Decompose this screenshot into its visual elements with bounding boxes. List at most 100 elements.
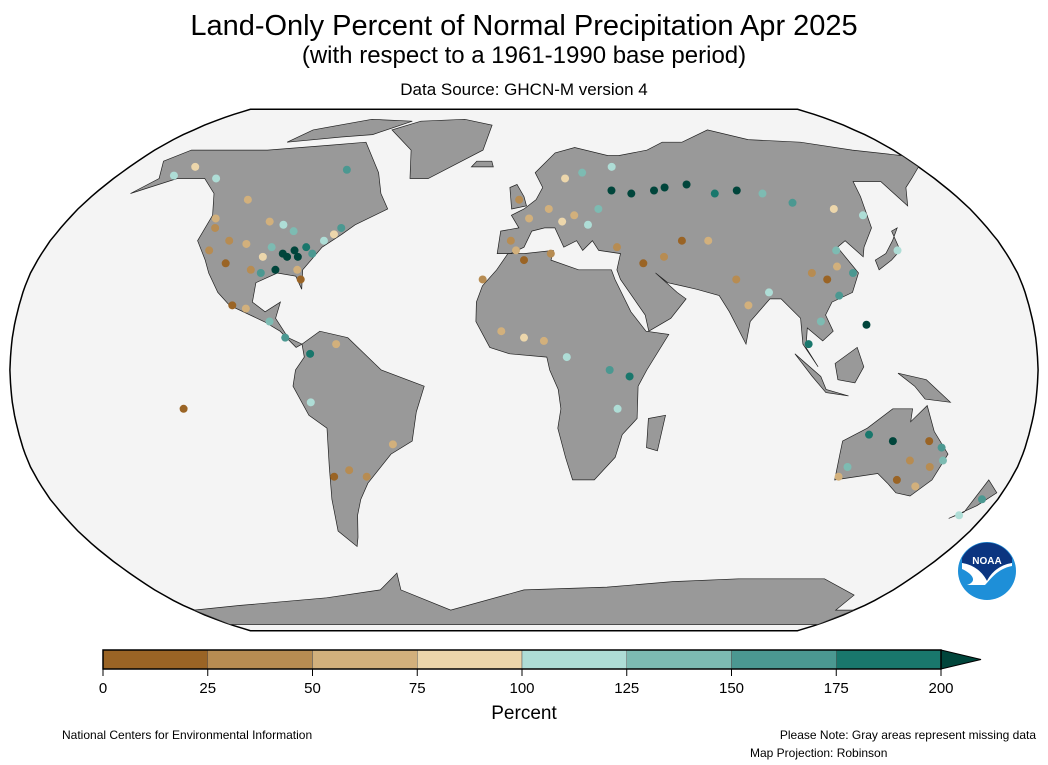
station-point — [625, 372, 634, 381]
station-point — [302, 243, 311, 252]
colorbar-title: Percent — [491, 703, 557, 724]
station-point — [905, 456, 914, 465]
station-point — [892, 475, 901, 484]
station-point — [289, 227, 298, 236]
station-point — [682, 180, 691, 189]
station-point — [732, 186, 741, 195]
station-point — [281, 333, 290, 342]
station-point — [607, 162, 616, 171]
station-point — [732, 275, 741, 284]
colorbar-tick-label: 0 — [98, 680, 108, 697]
station-point — [546, 249, 555, 258]
colorbar-bin — [836, 649, 942, 670]
station-point — [804, 340, 813, 349]
station-point — [639, 259, 648, 268]
colorbar-bin — [731, 649, 837, 670]
station-point — [848, 269, 857, 278]
colorbar-bin — [102, 649, 208, 670]
noaa-logo: NOAA — [958, 542, 1016, 600]
footer-note: Please Note: Gray areas represent missin… — [779, 728, 1036, 742]
noaa-logo-text: NOAA — [972, 556, 1001, 567]
station-point — [515, 195, 524, 204]
station-point — [225, 236, 234, 245]
map-title: Land-Only Percent of Normal Precipitatio… — [190, 10, 858, 42]
station-point — [243, 195, 252, 204]
map-outline — [9, 108, 1039, 632]
station-point — [612, 243, 621, 252]
station-point — [832, 246, 841, 255]
station-point — [242, 239, 251, 248]
station-point — [265, 217, 274, 226]
colorbar-tick-label: 50 — [304, 680, 321, 697]
station-point — [511, 246, 520, 255]
station-point — [520, 333, 528, 342]
station-point — [362, 472, 371, 481]
station-point — [570, 211, 579, 220]
station-point — [211, 214, 220, 223]
landmass-sumatra-java — [794, 353, 849, 397]
station-point — [221, 259, 230, 268]
station-point — [650, 186, 659, 195]
station-point — [583, 220, 592, 229]
station-point — [834, 472, 843, 481]
station-point — [306, 349, 315, 358]
station-point — [607, 186, 616, 195]
station-point — [823, 275, 832, 284]
station-point — [955, 511, 964, 520]
station-point — [544, 204, 553, 213]
station-point — [319, 236, 328, 245]
station-point — [520, 256, 528, 265]
station-point — [497, 327, 506, 336]
station-point — [290, 246, 299, 255]
colorbar-extend-arrow — [940, 649, 982, 670]
colorbar-bin — [626, 649, 732, 670]
station-point — [911, 482, 920, 491]
station-point — [977, 495, 986, 504]
land-layer — [130, 118, 998, 625]
station-point — [862, 320, 871, 329]
station-layer — [169, 162, 986, 520]
colorbar-tick-label: 125 — [614, 680, 640, 697]
station-point — [858, 211, 867, 220]
station-point — [843, 462, 852, 471]
colorbar — [102, 649, 982, 676]
landmass-madagascar — [646, 414, 666, 452]
landmass-greenland — [391, 118, 493, 179]
station-point — [332, 340, 341, 349]
landmass-north-america — [130, 141, 389, 348]
station-point — [205, 246, 214, 255]
station-point — [627, 189, 636, 198]
colorbar-bin — [417, 649, 523, 670]
station-point — [308, 249, 317, 258]
station-point — [271, 265, 280, 274]
station-point — [816, 317, 825, 326]
station-point — [835, 291, 844, 300]
station-point — [267, 243, 276, 252]
station-point — [478, 275, 487, 284]
data-source: Data Source: GHCN-M version 4 — [400, 80, 648, 99]
station-point — [306, 398, 315, 407]
station-point — [561, 174, 570, 183]
colorbar-bin — [312, 649, 418, 670]
station-point — [212, 174, 221, 183]
station-point — [283, 252, 292, 261]
station-point — [345, 466, 354, 475]
station-point — [191, 162, 200, 171]
colorbar-tick-label: 75 — [408, 680, 426, 697]
station-point — [659, 252, 668, 261]
station-point — [888, 437, 897, 446]
station-point — [329, 230, 338, 239]
station-point — [265, 317, 274, 326]
station-point — [677, 236, 686, 245]
landmass-eurasia — [496, 129, 919, 367]
station-point — [246, 265, 255, 274]
station-point — [764, 288, 773, 297]
station-point — [788, 198, 797, 207]
station-point — [605, 366, 614, 374]
colorbar-bin — [207, 649, 313, 670]
station-point — [293, 265, 302, 274]
landmass-iceland — [470, 160, 494, 168]
station-point — [279, 220, 288, 229]
station-point — [829, 204, 838, 213]
station-point — [337, 223, 346, 232]
